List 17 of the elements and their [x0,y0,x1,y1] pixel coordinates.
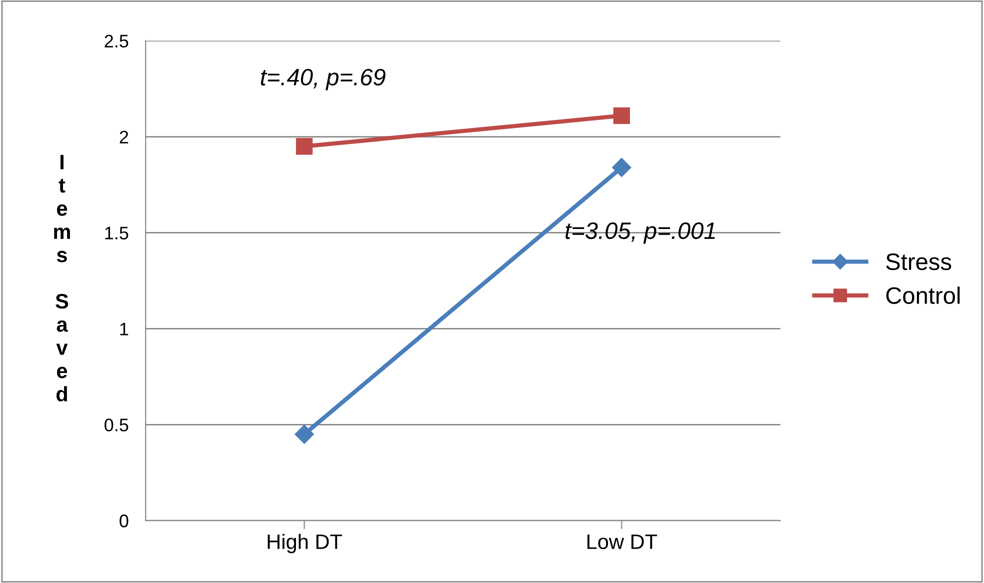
x-tick-label: High DT [268,534,342,554]
y-tick-label: 1.5 [105,226,128,240]
y-tick-label: 0.5 [104,418,128,432]
legend-label: Stress [886,253,952,270]
text: Items Saved [54,154,70,402]
y-tick-label: 2.5 [104,34,128,48]
point [613,107,630,124]
point [612,158,632,178]
legend-label: Control [886,286,960,304]
y-tick-label: 1 [120,322,128,336]
y-tick-label: 0 [120,514,128,528]
point [294,424,314,444]
point [296,138,313,155]
y-tick-label: 2 [120,130,128,144]
annotation: t=3.05, p=.001 [566,222,715,244]
x-tick-label: Low DT [587,534,658,550]
annotation: t=.40, p=.69 [260,68,386,90]
